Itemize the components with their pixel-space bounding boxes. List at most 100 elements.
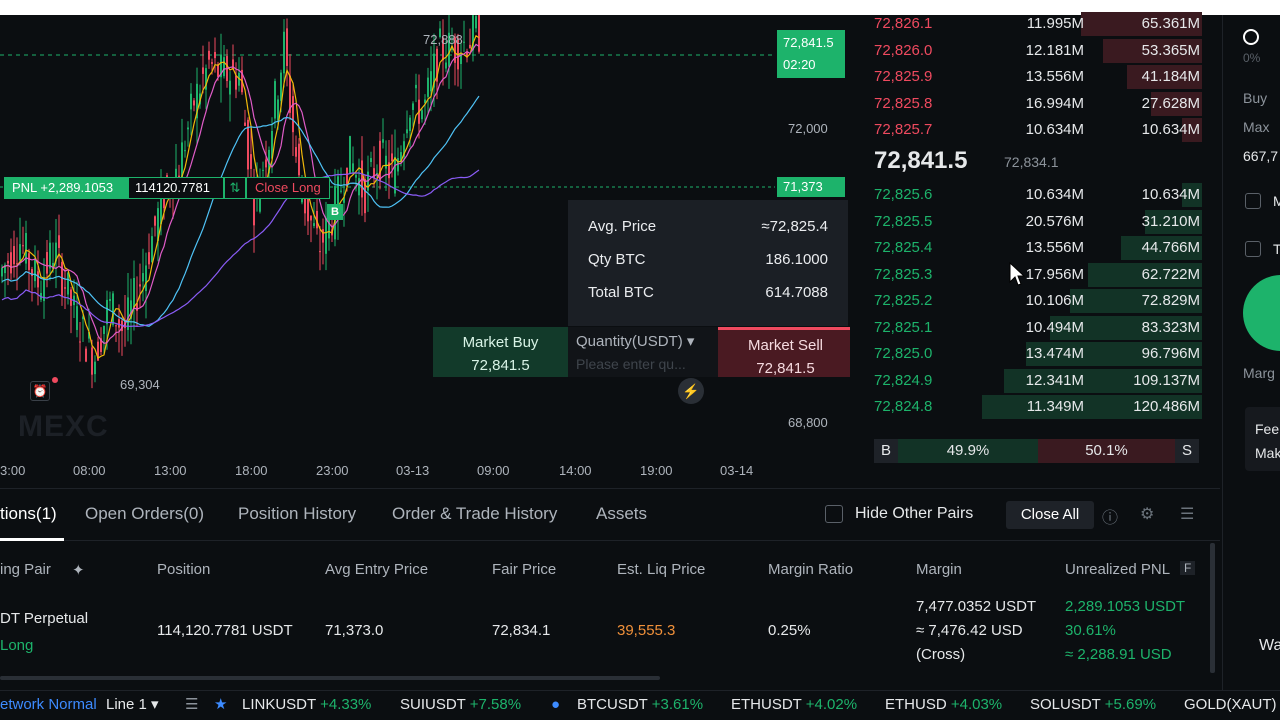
bid-total: 10.634M xyxy=(1141,186,1200,203)
position-margin-usd: ≈ 7,476.42 USD xyxy=(916,622,1023,639)
bid-row[interactable]: 72,825.4 13.556M 44.766M xyxy=(852,235,1202,261)
market-sell-button[interactable]: Market Sell 72,841.5 xyxy=(718,327,850,377)
tab-assets[interactable]: Assets xyxy=(596,504,648,523)
position-pair[interactable]: DT Perpetual xyxy=(0,610,89,627)
browser-top-bar xyxy=(0,0,1280,15)
candle-body xyxy=(97,341,99,361)
line-select[interactable]: Line 1 ▾ xyxy=(106,696,159,713)
candle-body xyxy=(265,159,267,168)
bid-row[interactable]: 72,825.0 13.474M 96.796M xyxy=(852,341,1202,367)
close-long-button[interactable]: Close Long xyxy=(246,177,330,199)
position-side: Long xyxy=(0,637,34,654)
bid-row[interactable]: 72,825.1 10.494M 83.323M xyxy=(852,315,1202,341)
open-long-button[interactable] xyxy=(1243,275,1280,351)
candle-body xyxy=(448,32,450,67)
quantity-input[interactable]: Quantity(USDT) ▾ Please enter qu... xyxy=(568,327,718,377)
ask-row[interactable]: 72,825.8 16.994M 27.628M xyxy=(852,91,1202,117)
slider-handle[interactable] xyxy=(1243,29,1259,45)
ticker-change: +4.03% xyxy=(950,696,1003,713)
ask-row[interactable]: 72,826.0 12.181M 53.365M xyxy=(852,38,1202,64)
info-icon[interactable]: ⓘ xyxy=(1102,510,1119,527)
candle-body xyxy=(76,306,78,330)
ask-price: 72,826.0 xyxy=(874,41,933,59)
candle-body xyxy=(34,258,36,282)
ask-row[interactable]: 72,826.1 11.995M 65.361M xyxy=(852,11,1202,37)
last-price-value: 72,841.5 xyxy=(783,35,834,50)
filter-settings-icon[interactable]: ⚙ xyxy=(1140,506,1155,523)
close-all-button[interactable]: Close All xyxy=(1006,501,1094,529)
hide-other-pairs-checkbox[interactable] xyxy=(825,505,843,523)
depth-bar xyxy=(1070,289,1202,313)
lightning-icon[interactable]: ⚡ xyxy=(678,378,704,404)
tp-sl-checkbox[interactable] xyxy=(1245,193,1261,209)
candle-body xyxy=(151,236,153,263)
candle-body xyxy=(130,300,132,319)
tab-positions[interactable]: tions(1) xyxy=(0,504,57,523)
candle-body xyxy=(379,140,381,181)
reverse-position-icon[interactable]: ⇅ xyxy=(224,177,246,199)
col-header-fair-price: Fair Price xyxy=(492,561,557,578)
ticker-item[interactable]: SOLUSDT +5.69% xyxy=(1030,691,1156,719)
fair-price: 72,834.1 xyxy=(1004,154,1059,170)
candle-body xyxy=(358,178,360,196)
ticker-item[interactable]: SUIUSDT +7.58% xyxy=(400,691,521,719)
bid-qty: 10.494M xyxy=(1025,318,1084,336)
list-icon[interactable]: ☰ xyxy=(185,696,199,713)
market-buy-button[interactable]: Market Buy 72,841.5 xyxy=(433,327,568,377)
mid-price[interactable]: 72,841.5 xyxy=(874,147,968,174)
ask-total: 65.361M xyxy=(1141,15,1200,32)
time-axis-tick: 23:00 xyxy=(316,463,349,478)
bid-total: 96.796M xyxy=(1141,345,1200,362)
candle-body xyxy=(439,28,441,37)
ticker-item[interactable]: ETHUSDT +4.02% xyxy=(731,691,857,719)
tab-position-history[interactable]: Position History xyxy=(238,504,357,523)
candle-body xyxy=(385,155,387,169)
ask-row[interactable]: 72,825.9 13.556M 41.184M xyxy=(852,64,1202,90)
position-line-bar[interactable]: PNL +2,289.1053 114120.7781 ⇅ Close Long xyxy=(4,177,330,199)
bid-row[interactable]: 72,825.5 20.576M 31.210M xyxy=(852,209,1202,235)
quantity-unit-select[interactable]: Quantity(USDT) ▾ xyxy=(576,331,710,353)
pin-icon[interactable]: ✦ xyxy=(72,562,85,579)
candle-body xyxy=(235,75,237,90)
ticker-item[interactable]: BTCUSDT +3.61% xyxy=(577,691,703,719)
hide-other-pairs-toggle[interactable]: Hide Other Pairs xyxy=(825,505,973,523)
bid-row[interactable]: 72,825.6 10.634M 10.634M xyxy=(852,182,1202,208)
bid-row[interactable]: 72,825.3 17.956M 62.722M xyxy=(852,262,1202,288)
horizontal-scrollbar[interactable] xyxy=(0,676,660,680)
time-axis-tick: 14:00 xyxy=(559,463,592,478)
menu-icon[interactable]: ☰ xyxy=(1180,506,1195,523)
bid-qty: 10.106M xyxy=(1025,292,1084,309)
bid-row[interactable]: 72,825.2 10.106M 72.829M xyxy=(852,288,1202,314)
ticker-item[interactable]: GOLD(XAUT) xyxy=(1184,696,1277,713)
ticker-item[interactable]: ETHUSD +4.03% xyxy=(885,691,1002,719)
candle-body xyxy=(85,348,87,362)
time-axis-tick: 13:00 xyxy=(154,463,187,478)
alert-icon[interactable]: ⏰ xyxy=(30,381,50,401)
vertical-scrollbar[interactable] xyxy=(1210,543,1215,673)
ask-price: 72,826.1 xyxy=(874,15,933,32)
tab-order-trade-history[interactable]: Order & Trade History xyxy=(392,504,558,523)
pnl-mode-badge[interactable]: F xyxy=(1180,561,1196,575)
bid-total: 83.323M xyxy=(1141,318,1200,336)
bid-row[interactable]: 72,824.9 12.341M 109.137M xyxy=(852,368,1202,394)
price-chart[interactable]: 72,888 69,304 72,841.5 02:20 71,373 72,0… xyxy=(0,15,850,485)
candle-body xyxy=(247,119,249,170)
ticker-change: +7.58% xyxy=(469,696,522,713)
avg-price-label: Avg. Price xyxy=(588,218,657,235)
star-icon[interactable]: ★ xyxy=(214,696,228,713)
order-book: 72,826.1 11.995M 65.361M 72,826.0 12.181M 53.… xyxy=(852,12,1212,485)
bid-qty: 20.576M xyxy=(1025,212,1084,230)
post-only-checkbox[interactable] xyxy=(1245,241,1261,257)
tab-open-orders[interactable]: Open Orders(0) xyxy=(85,504,205,523)
candle-body xyxy=(310,215,312,221)
time-axis-tick: 03-14 xyxy=(720,463,754,478)
col-header-margin: Margin xyxy=(916,561,962,578)
qty-value: 186.1000 xyxy=(765,251,828,268)
candle-body xyxy=(16,263,18,265)
candle-body xyxy=(184,150,186,152)
ask-row[interactable]: 72,825.7 10.634M 10.634M xyxy=(852,117,1202,143)
ticker-item[interactable]: LINKUSDT +4.33% xyxy=(242,691,371,719)
ticker-symbol: LINKUSDT xyxy=(242,696,316,713)
bid-row[interactable]: 72,824.8 11.349M 120.486M xyxy=(852,394,1202,420)
candle-body xyxy=(13,246,15,265)
